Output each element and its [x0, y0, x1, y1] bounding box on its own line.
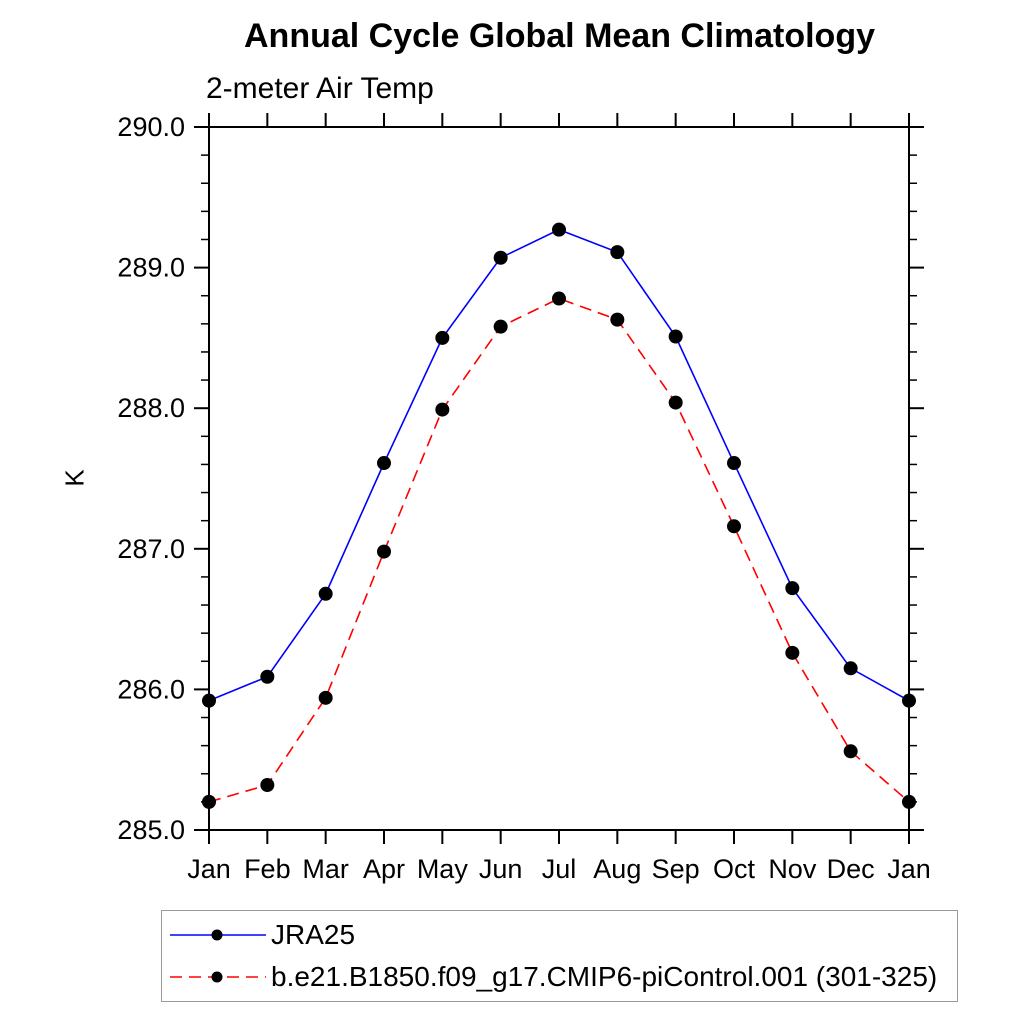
chart-title: Annual Cycle Global Mean Climatology — [244, 17, 875, 55]
y-tick-label: 285.0 — [117, 815, 185, 845]
data-point-marker — [843, 661, 858, 676]
x-tick-label: Feb — [244, 854, 291, 884]
data-point-marker — [843, 744, 858, 759]
data-point-marker — [202, 794, 216, 809]
data-point-marker — [260, 778, 275, 793]
data-point-marker — [668, 395, 683, 410]
data-point-marker — [785, 581, 800, 596]
data-point-marker — [377, 456, 391, 471]
data-point-marker — [552, 291, 566, 306]
data-point-marker — [377, 544, 391, 559]
data-point-marker — [435, 402, 450, 417]
data-point-marker — [552, 222, 566, 237]
series-line-model — [208, 297, 910, 803]
legend-marker-icon — [211, 971, 223, 983]
x-tick-label: May — [417, 854, 469, 884]
x-tick-label: Jan — [887, 854, 931, 884]
legend-label-jra25: JRA25 — [271, 919, 356, 950]
y-tick-label: 288.0 — [117, 393, 185, 423]
x-tick-label: Jan — [187, 854, 231, 884]
legend-marker-icon — [211, 929, 223, 941]
data-point-marker — [318, 586, 333, 601]
legend-item-model: b.e21.B1850.f09_g17.CMIP6-piControl.001 … — [168, 956, 957, 998]
data-point-marker — [610, 245, 625, 260]
data-point-marker — [318, 690, 333, 705]
legend: JRA25 b.e21.B1850.f09_g17.CMIP6-piContro… — [161, 910, 958, 1002]
data-point-marker — [493, 250, 508, 265]
x-tick-label: Dec — [827, 854, 875, 884]
data-point-marker — [902, 693, 916, 708]
data-point-marker — [493, 319, 508, 334]
y-tick-label: 286.0 — [117, 674, 185, 704]
y-tick-label: 290.0 — [117, 112, 185, 142]
data-point-marker — [260, 669, 275, 684]
data-point-marker — [727, 519, 741, 534]
legend-label-model: b.e21.B1850.f09_g17.CMIP6-piControl.001 … — [271, 961, 938, 992]
data-point-marker — [785, 645, 800, 660]
data-point-marker — [727, 456, 741, 471]
data-point-marker — [435, 330, 450, 345]
x-tick-label: Aug — [593, 854, 641, 884]
x-tick-label: Nov — [768, 854, 817, 884]
x-tick-label: Sep — [652, 854, 700, 884]
data-point-marker — [902, 794, 916, 809]
y-tick-label: 287.0 — [117, 534, 185, 564]
y-tick-label: 289.0 — [117, 253, 185, 283]
legend-line-sample-solid-blue — [168, 923, 268, 947]
x-tick-label: Oct — [713, 854, 756, 884]
x-tick-label: Jul — [542, 854, 577, 884]
data-point-marker — [202, 693, 216, 708]
x-tick-label: Mar — [302, 854, 349, 884]
data-point-marker — [668, 329, 683, 344]
x-tick-label: Apr — [363, 854, 405, 884]
chart-subtitle: 2-meter Air Temp — [206, 72, 434, 105]
x-tick-label: Jun — [479, 854, 523, 884]
legend-item-jra25: JRA25 — [168, 914, 957, 956]
legend-line-sample-dashed-red — [168, 965, 268, 989]
data-point-marker — [610, 312, 625, 327]
